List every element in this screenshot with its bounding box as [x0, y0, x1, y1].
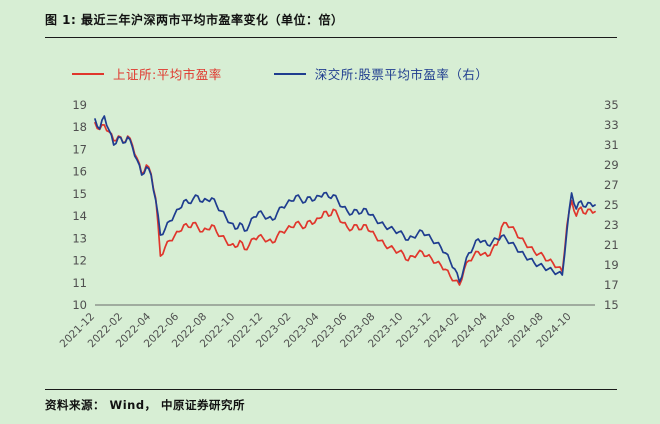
svg-text:33: 33: [604, 118, 619, 132]
svg-text:18: 18: [72, 120, 87, 134]
chart-legend: 上证所:平均市盈率 深交所:股票平均市盈率（右）: [72, 64, 488, 83]
svg-text:17: 17: [72, 142, 87, 156]
svg-text:15: 15: [72, 187, 87, 201]
series-line-szse: [94, 115, 596, 283]
svg-text:10: 10: [72, 298, 87, 312]
svg-text:27: 27: [604, 178, 619, 192]
right-axis-labels: 35 33 31 29 27 25 23 21 19 17 15: [604, 98, 619, 312]
svg-text:25: 25: [604, 198, 619, 212]
svg-text:13: 13: [72, 231, 87, 245]
svg-text:31: 31: [604, 138, 619, 152]
svg-text:15: 15: [604, 298, 619, 312]
legend-label-szse: 深交所:股票平均市盈率（右）: [314, 67, 489, 82]
svg-text:35: 35: [604, 98, 619, 112]
sse-line-swatch: [72, 72, 104, 75]
legend-label-sse: 上证所:平均市盈率: [113, 67, 222, 82]
svg-text:17: 17: [604, 278, 619, 292]
pe-ratio-line-chart: 19 18 17 16 15 14 13 12 11 10 35 33 31 29 27 25 23 21 19 17…: [58, 98, 619, 350]
svg-text:19: 19: [72, 98, 87, 112]
left-axis-labels: 19 18 17 16 15 14 13 12 11 10: [72, 98, 87, 312]
title-divider: [45, 37, 617, 38]
legend-item-sse: 上证所:平均市盈率: [72, 64, 222, 83]
svg-text:21: 21: [604, 238, 619, 252]
szse-line-swatch: [273, 72, 306, 75]
svg-text:14: 14: [72, 209, 87, 223]
footer-divider: [45, 389, 617, 390]
legend-item-szse: 深交所:股票平均市盈率（右）: [273, 64, 489, 83]
svg-text:23: 23: [604, 218, 619, 232]
svg-text:29: 29: [604, 158, 619, 172]
series-line-sse: [94, 121, 596, 286]
x-axis-labels: 2021-122022-022022-042022-062022-082022-…: [58, 310, 574, 350]
svg-text:19: 19: [604, 258, 619, 272]
svg-text:12: 12: [72, 254, 87, 268]
data-source: 资料来源： Wind， 中原证券研究所: [45, 398, 246, 412]
svg-text:11: 11: [72, 276, 87, 290]
svg-text:16: 16: [72, 165, 87, 179]
figure-title: 图 1: 最近三年沪深两市平均市盈率变化（单位：倍）: [45, 13, 344, 27]
